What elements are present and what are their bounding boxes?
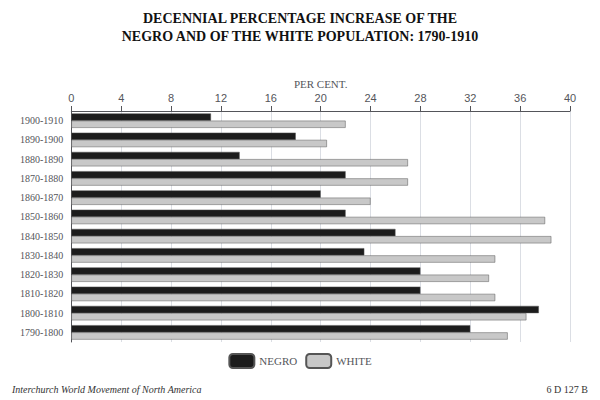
svg-text:PER CENT.: PER CENT.	[294, 78, 348, 90]
svg-text:8: 8	[168, 92, 174, 104]
svg-text:1880-1890: 1880-1890	[20, 154, 63, 165]
svg-text:1900-1910: 1900-1910	[20, 115, 63, 126]
svg-text:4: 4	[118, 92, 124, 104]
svg-text:Interchurch World Movement of: Interchurch World Movement of North Amer…	[11, 384, 202, 395]
svg-text:36: 36	[514, 92, 526, 104]
svg-text:1840-1850: 1840-1850	[20, 231, 63, 242]
svg-text:40: 40	[564, 92, 576, 104]
svg-text:1860-1870: 1860-1870	[20, 192, 63, 203]
svg-text:28: 28	[414, 92, 426, 104]
svg-text:1800-1810: 1800-1810	[20, 308, 63, 319]
svg-text:32: 32	[464, 92, 476, 104]
svg-text:DECENNIAL PERCENTAGE INCREASE: DECENNIAL PERCENTAGE INCREASE OF THE	[143, 11, 457, 26]
svg-text:0: 0	[68, 92, 74, 104]
svg-text:12: 12	[215, 92, 227, 104]
svg-text:1870-1880: 1870-1880	[20, 173, 63, 184]
svg-text:NEGRO AND OF THE WHITE POPULAT: NEGRO AND OF THE WHITE POPULATION: 1790-…	[122, 29, 479, 44]
svg-text:24: 24	[364, 92, 376, 104]
svg-text:NEGRO: NEGRO	[259, 355, 297, 367]
svg-text:1850-1860: 1850-1860	[20, 211, 63, 222]
svg-text:1790-1800: 1790-1800	[20, 327, 63, 338]
svg-text:1890-1900: 1890-1900	[20, 134, 63, 145]
svg-text:1830-1840: 1830-1840	[20, 250, 63, 261]
svg-text:WHITE: WHITE	[336, 355, 372, 367]
svg-text:6 D 127 B: 6 D 127 B	[547, 384, 589, 395]
svg-text:1810-1820: 1810-1820	[20, 288, 63, 299]
svg-text:16: 16	[265, 92, 277, 104]
svg-text:20: 20	[315, 92, 327, 104]
svg-text:1820-1830: 1820-1830	[20, 269, 63, 280]
